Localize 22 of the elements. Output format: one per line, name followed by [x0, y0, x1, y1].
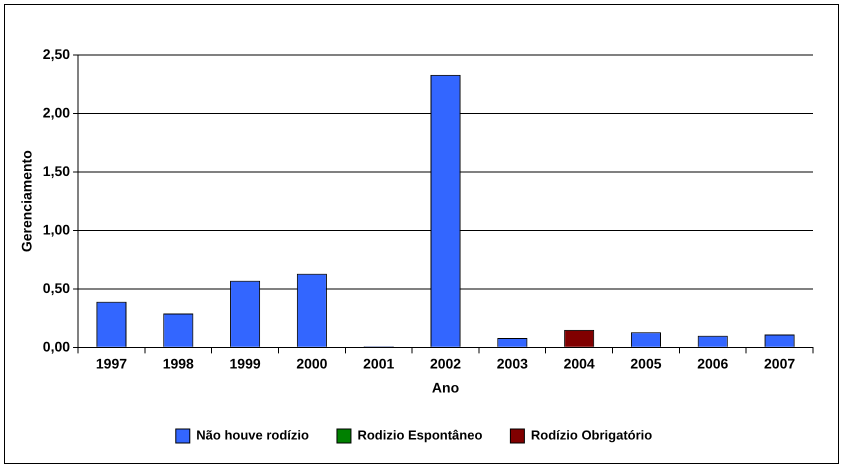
- y-axis-title: Gerenciamento: [18, 150, 34, 252]
- x-tick-label: 2001: [363, 356, 394, 372]
- x-tick-label: 1999: [230, 356, 261, 372]
- legend-label: Rodizio Espontâneo: [357, 428, 482, 443]
- x-tick-label: 2002: [430, 356, 462, 372]
- x-axis-title: Ano: [432, 379, 460, 396]
- x-tick-label: 2006: [697, 356, 729, 372]
- x-tick-label: 1998: [162, 356, 194, 372]
- x-tick-label: 1997: [96, 356, 128, 372]
- legend-label: Rodízio Obrigatório: [530, 428, 652, 443]
- y-tick-label: 1,00: [42, 221, 70, 238]
- y-tick-label: 2,50: [42, 46, 70, 62]
- x-tick-label: 2003: [496, 356, 528, 372]
- y-tick-label: 2,00: [42, 104, 70, 120]
- y-tick-label: 1,50: [42, 162, 70, 179]
- x-tick-label: 2007: [764, 356, 796, 372]
- legend-label: Não houve rodízio: [196, 428, 310, 443]
- y-tick-label: 0,50: [42, 280, 70, 296]
- x-tick-label: 2004: [564, 356, 595, 372]
- y-tick-label: 0,00: [42, 338, 70, 354]
- x-tick-label: 2000: [296, 356, 328, 372]
- x-tick-label: 2005: [630, 356, 662, 372]
